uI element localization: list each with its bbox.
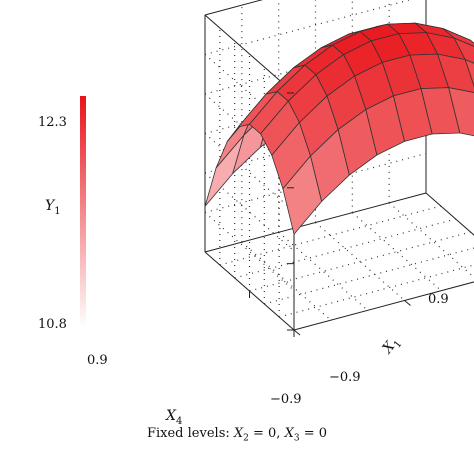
x4-axis-title: X4: [165, 408, 182, 427]
z-tick-label-low: 10.8: [38, 317, 67, 332]
grid-line: [204, 0, 412, 56]
box-edge: [204, 0, 264, 16]
box-edge: [425, 192, 474, 236]
grid-line: [241, 241, 332, 321]
tick-marks: [249, 92, 411, 337]
grid-line: [278, 231, 369, 311]
x1-tick: [293, 329, 301, 336]
grid-line: [264, 247, 474, 305]
x4-tick-label-high: 0.9: [87, 353, 108, 368]
fixed-levels-caption: Fixed levels: X2 = 0, X3 = 0: [146, 426, 328, 444]
box-edge: [204, 14, 295, 94]
grid-line: [279, 264, 474, 318]
x1-tick-label-high: 0.9: [428, 292, 449, 307]
z-tick-label-high: 12.3: [38, 115, 67, 130]
surface-patch: [204, 134, 245, 207]
grid-line: [234, 218, 456, 279]
front-box-frame: [293, 192, 474, 331]
grid-line: [351, 212, 442, 292]
grid-line: [388, 202, 474, 278]
z-axis-title: Y1: [45, 198, 61, 217]
grid-line: [249, 231, 471, 292]
response-surface: [204, 22, 474, 235]
grid-line: [219, 205, 441, 266]
x1-axis-title: X1: [379, 334, 405, 359]
surface-patch: [282, 155, 323, 235]
x1-tick-label-low: −0.9: [329, 370, 361, 385]
color-scale-bar: [80, 96, 86, 328]
x4-tick-label-low: −0.9: [270, 392, 302, 407]
x1-tick: [404, 300, 411, 306]
